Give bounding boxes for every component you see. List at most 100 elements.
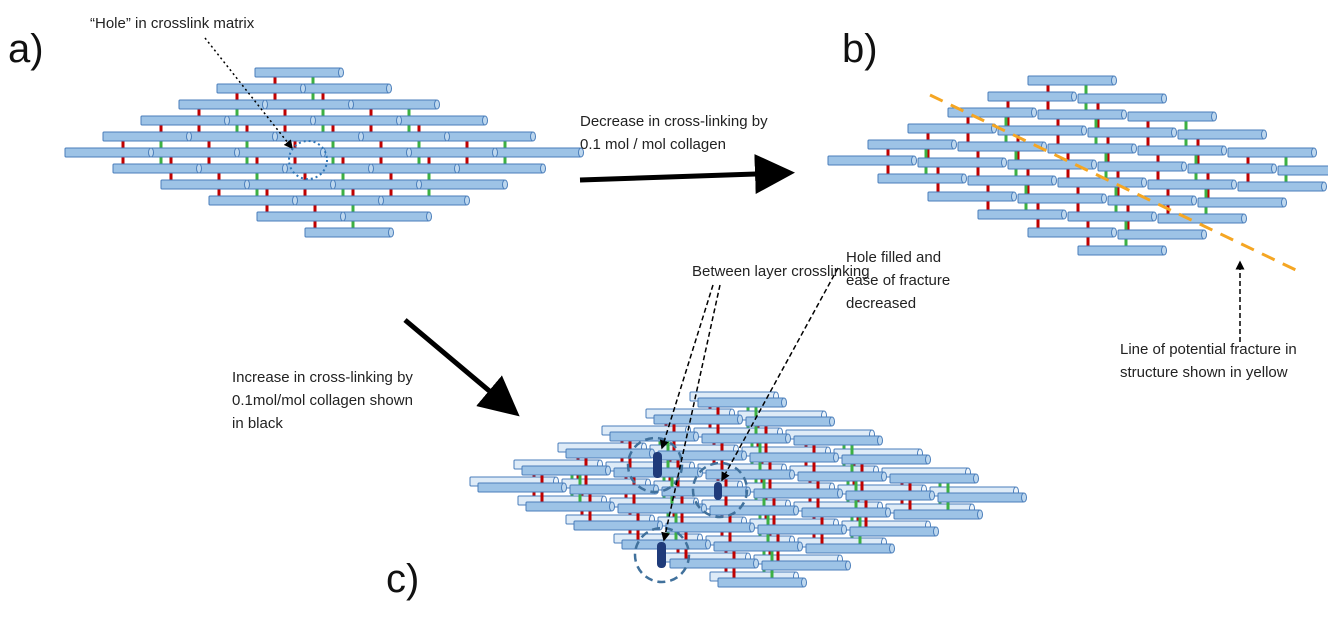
rod-end xyxy=(790,470,795,479)
rod-body xyxy=(670,559,756,568)
collagen-rod xyxy=(275,132,364,141)
annotation-text: decreased xyxy=(846,295,916,312)
collagen-rod xyxy=(295,196,384,205)
rod-end xyxy=(187,132,192,141)
rod-end xyxy=(389,228,394,237)
collagen-rod xyxy=(762,561,851,570)
rod-end xyxy=(1312,148,1317,157)
collagen-rod xyxy=(702,434,791,443)
rod-end xyxy=(1282,198,1287,207)
collagen-rod xyxy=(1038,110,1127,119)
rod-end xyxy=(782,398,787,407)
collagen-rod xyxy=(1138,146,1227,155)
rod-body xyxy=(1098,162,1184,171)
annotation-text: Increase in cross-linking by xyxy=(232,369,413,386)
panel-label: c) xyxy=(386,557,419,601)
rod-body xyxy=(978,210,1064,219)
rod-body xyxy=(654,415,740,424)
rod-end xyxy=(1122,110,1127,119)
rod-end xyxy=(541,164,546,173)
rod-end xyxy=(1062,210,1067,219)
panel-label: a) xyxy=(8,27,44,71)
collagen-rod xyxy=(566,449,655,458)
rod-body xyxy=(1048,144,1134,153)
collagen-rod xyxy=(908,124,997,133)
rod-body xyxy=(295,196,381,205)
collagen-rod xyxy=(794,436,883,445)
collagen-rod xyxy=(151,148,240,157)
rod-body xyxy=(141,116,227,125)
rod-body xyxy=(566,449,652,458)
rod-end xyxy=(445,132,450,141)
rod-body xyxy=(1028,228,1114,237)
rod-end xyxy=(1032,108,1037,117)
rod-end xyxy=(830,417,835,426)
collagen-rod xyxy=(850,527,939,536)
collagen-rod xyxy=(1118,230,1207,239)
rod-body xyxy=(850,527,936,536)
collagen-rod xyxy=(333,180,422,189)
rod-end xyxy=(435,100,440,109)
collagen-rod xyxy=(758,525,847,534)
rod-end xyxy=(465,196,470,205)
rod-body xyxy=(1228,148,1314,157)
collagen-rod xyxy=(103,132,192,141)
rod-body xyxy=(1278,166,1328,175)
collagen-rod xyxy=(806,544,895,553)
rod-end xyxy=(798,542,803,551)
rod-end xyxy=(1072,92,1077,101)
rod-end xyxy=(882,472,887,481)
annotation-text: Line of potential fracture in xyxy=(1120,341,1297,358)
rod-end xyxy=(912,156,917,165)
rod-end xyxy=(1222,146,1227,155)
collagen-rod xyxy=(968,176,1057,185)
collagen-rod xyxy=(1158,214,1247,223)
rod-body xyxy=(161,180,247,189)
rod-body xyxy=(1158,214,1244,223)
black-crosslink xyxy=(657,542,666,568)
rod-end xyxy=(610,502,615,511)
collagen-rod xyxy=(978,210,1067,219)
rod-end xyxy=(1192,196,1197,205)
rod-end xyxy=(397,116,402,125)
collagen-rod xyxy=(457,164,546,173)
rod-body xyxy=(1198,198,1284,207)
rod-body xyxy=(1108,196,1194,205)
rod-body xyxy=(1188,164,1274,173)
rod-body xyxy=(666,523,752,532)
collagen-rod xyxy=(1198,198,1287,207)
collagen-rod xyxy=(1078,246,1167,255)
rod-end xyxy=(263,100,268,109)
rod-end xyxy=(235,148,240,157)
rod-body xyxy=(303,84,389,93)
collagen-rod xyxy=(878,174,967,183)
collagen-rod xyxy=(698,398,787,407)
rod-body xyxy=(237,148,323,157)
rod-body xyxy=(754,489,840,498)
collagen-rod xyxy=(351,100,440,109)
collagen-rod xyxy=(409,148,498,157)
rod-body xyxy=(988,92,1074,101)
rod-body xyxy=(1028,76,1114,85)
collagen-rod xyxy=(1058,178,1147,187)
rod-end xyxy=(952,140,957,149)
rod-end xyxy=(273,132,278,141)
rod-end xyxy=(503,180,508,189)
rod-body xyxy=(526,502,612,511)
annotation-text: 0.1 mol / mol collagen xyxy=(580,136,726,153)
rod-end xyxy=(694,432,699,441)
rod-body xyxy=(1118,230,1204,239)
collagen-rod xyxy=(381,196,470,205)
collagen-rod xyxy=(1238,182,1327,191)
rod-end xyxy=(890,544,895,553)
rod-body xyxy=(255,68,341,77)
rod-body xyxy=(209,196,295,205)
rod-end xyxy=(1082,126,1087,135)
rod-end xyxy=(1182,162,1187,171)
collagen-rod xyxy=(323,148,412,157)
rod-end xyxy=(750,523,755,532)
rod-body xyxy=(103,132,189,141)
rod-body xyxy=(333,180,419,189)
collagen-rod xyxy=(828,156,917,165)
rod-body xyxy=(1038,110,1124,119)
